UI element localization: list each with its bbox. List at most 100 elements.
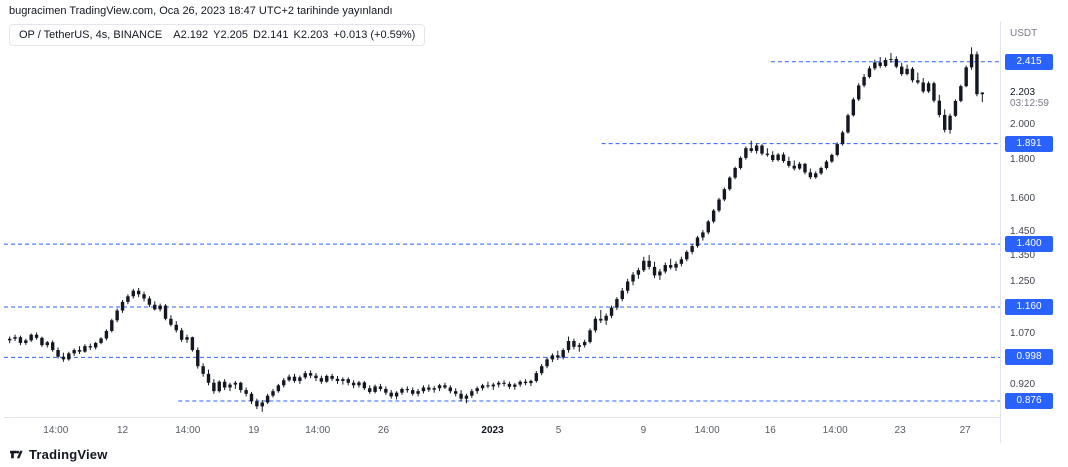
time-axis-label: 14:00 bbox=[822, 425, 848, 436]
candle-body bbox=[518, 381, 522, 385]
candle-body bbox=[814, 173, 818, 178]
candle-body bbox=[652, 266, 657, 276]
price-axis-label: 2.000 bbox=[1010, 118, 1036, 130]
symbol-title: OP / TetherUS, 4s, BINANCE bbox=[19, 29, 163, 41]
candle-body bbox=[126, 296, 130, 302]
candle-body bbox=[744, 148, 748, 158]
candle-body bbox=[330, 375, 334, 379]
price-axis-label: 1.800 bbox=[1010, 154, 1036, 166]
footer: TradingView bbox=[9, 447, 108, 462]
time-axis-label: 14:00 bbox=[694, 425, 720, 436]
candle-body bbox=[464, 395, 469, 399]
price-change: +0.013 (+0.59%) bbox=[333, 29, 416, 41]
candle-body bbox=[647, 260, 651, 267]
candle-body bbox=[593, 318, 598, 331]
candle-body bbox=[400, 388, 404, 393]
candle-body bbox=[486, 385, 490, 387]
candle-body bbox=[67, 353, 71, 360]
candle-body bbox=[56, 350, 60, 357]
candle-body bbox=[894, 59, 899, 67]
time-axis-label: 12 bbox=[116, 425, 129, 436]
symbol-legend: OP / TetherUS, 4s, BINANCE A2.192 Y2.205… bbox=[9, 24, 426, 46]
candle-body bbox=[776, 154, 780, 161]
candle-body bbox=[513, 384, 517, 387]
candle-body bbox=[325, 375, 329, 382]
candle-body bbox=[717, 199, 721, 211]
candle-body bbox=[588, 330, 592, 342]
candle-body bbox=[765, 153, 770, 155]
candle-body bbox=[292, 376, 297, 381]
price-axis-label: 1.350 bbox=[1010, 250, 1036, 262]
price-axis[interactable]: USDT 2.000 1.800 1.600 1.450 1.350 1.250 1.070… bbox=[1000, 22, 1063, 443]
candle-body bbox=[362, 382, 367, 389]
candle-body bbox=[674, 263, 678, 268]
candle-body bbox=[265, 395, 270, 403]
candle-body bbox=[443, 385, 447, 388]
candle-body bbox=[368, 388, 372, 392]
time-axis-label: 27 bbox=[959, 425, 971, 436]
candlestick-chart[interactable] bbox=[4, 22, 1000, 417]
time-axis-label: 16 bbox=[764, 425, 776, 436]
candle-body bbox=[932, 83, 936, 101]
candle-body bbox=[153, 304, 157, 310]
candle-body bbox=[572, 341, 576, 347]
candle-body bbox=[233, 382, 238, 385]
candle-body bbox=[351, 382, 356, 386]
candle-body bbox=[792, 165, 796, 169]
tradingview-brand[interactable]: TradingView bbox=[29, 447, 108, 462]
candle-body bbox=[373, 386, 377, 392]
candle-body bbox=[255, 401, 259, 407]
candle-body bbox=[808, 172, 813, 178]
candle-body bbox=[50, 342, 55, 351]
candle-body bbox=[93, 342, 98, 348]
candle-body bbox=[13, 337, 17, 339]
candle-body bbox=[169, 318, 173, 325]
candle-body bbox=[840, 132, 845, 145]
time-axis-label: 14:00 bbox=[175, 425, 201, 436]
candle-body bbox=[803, 163, 807, 173]
candle-body bbox=[212, 382, 216, 392]
candle-body bbox=[24, 340, 28, 343]
candle-body bbox=[846, 115, 850, 133]
ohlc-open: A2.192 bbox=[173, 29, 209, 41]
candle-body bbox=[582, 341, 587, 346]
candle-body bbox=[389, 392, 393, 397]
candle-body bbox=[136, 290, 141, 295]
publish-header: bugracimen TradingView.com, Oca 26, 2023… bbox=[9, 5, 393, 17]
time-axis[interactable]: 14:00 12 14:00 19 14:00 26 2023 5 9 14:00 16 14:00 2… bbox=[4, 417, 1000, 444]
candle-body bbox=[566, 341, 571, 351]
candle-body bbox=[303, 373, 307, 378]
candle-body bbox=[969, 54, 974, 68]
candle-body bbox=[432, 388, 436, 390]
candle-body bbox=[335, 378, 340, 381]
candle-body bbox=[83, 346, 87, 352]
candle-body bbox=[437, 385, 442, 389]
candle-body bbox=[185, 337, 189, 340]
candle-body bbox=[711, 210, 716, 222]
candle-body bbox=[760, 145, 764, 154]
candle-body bbox=[502, 382, 506, 384]
candle-body bbox=[454, 391, 458, 394]
candle-body bbox=[496, 382, 501, 385]
price-level-badge: 0.876 bbox=[1005, 392, 1053, 409]
candle-body bbox=[174, 324, 178, 331]
candle-body bbox=[475, 388, 479, 392]
candle-body bbox=[679, 259, 684, 264]
candle-body bbox=[953, 100, 958, 116]
candle-body bbox=[631, 274, 635, 282]
time-axis-label: 14:00 bbox=[305, 425, 331, 436]
candle-body bbox=[867, 68, 872, 77]
tradingview-logo-icon[interactable] bbox=[9, 447, 24, 462]
candle-body bbox=[115, 310, 119, 321]
candle-body bbox=[905, 68, 909, 75]
candle-body bbox=[104, 330, 109, 339]
candle-body bbox=[668, 265, 673, 268]
candle-body bbox=[411, 390, 415, 394]
candle-body bbox=[851, 99, 856, 116]
candle-body bbox=[298, 377, 302, 381]
candle-body bbox=[142, 294, 146, 299]
candle-body bbox=[40, 337, 44, 346]
candle-body bbox=[341, 379, 345, 381]
candle-body bbox=[244, 390, 248, 394]
candle-body bbox=[771, 154, 775, 161]
